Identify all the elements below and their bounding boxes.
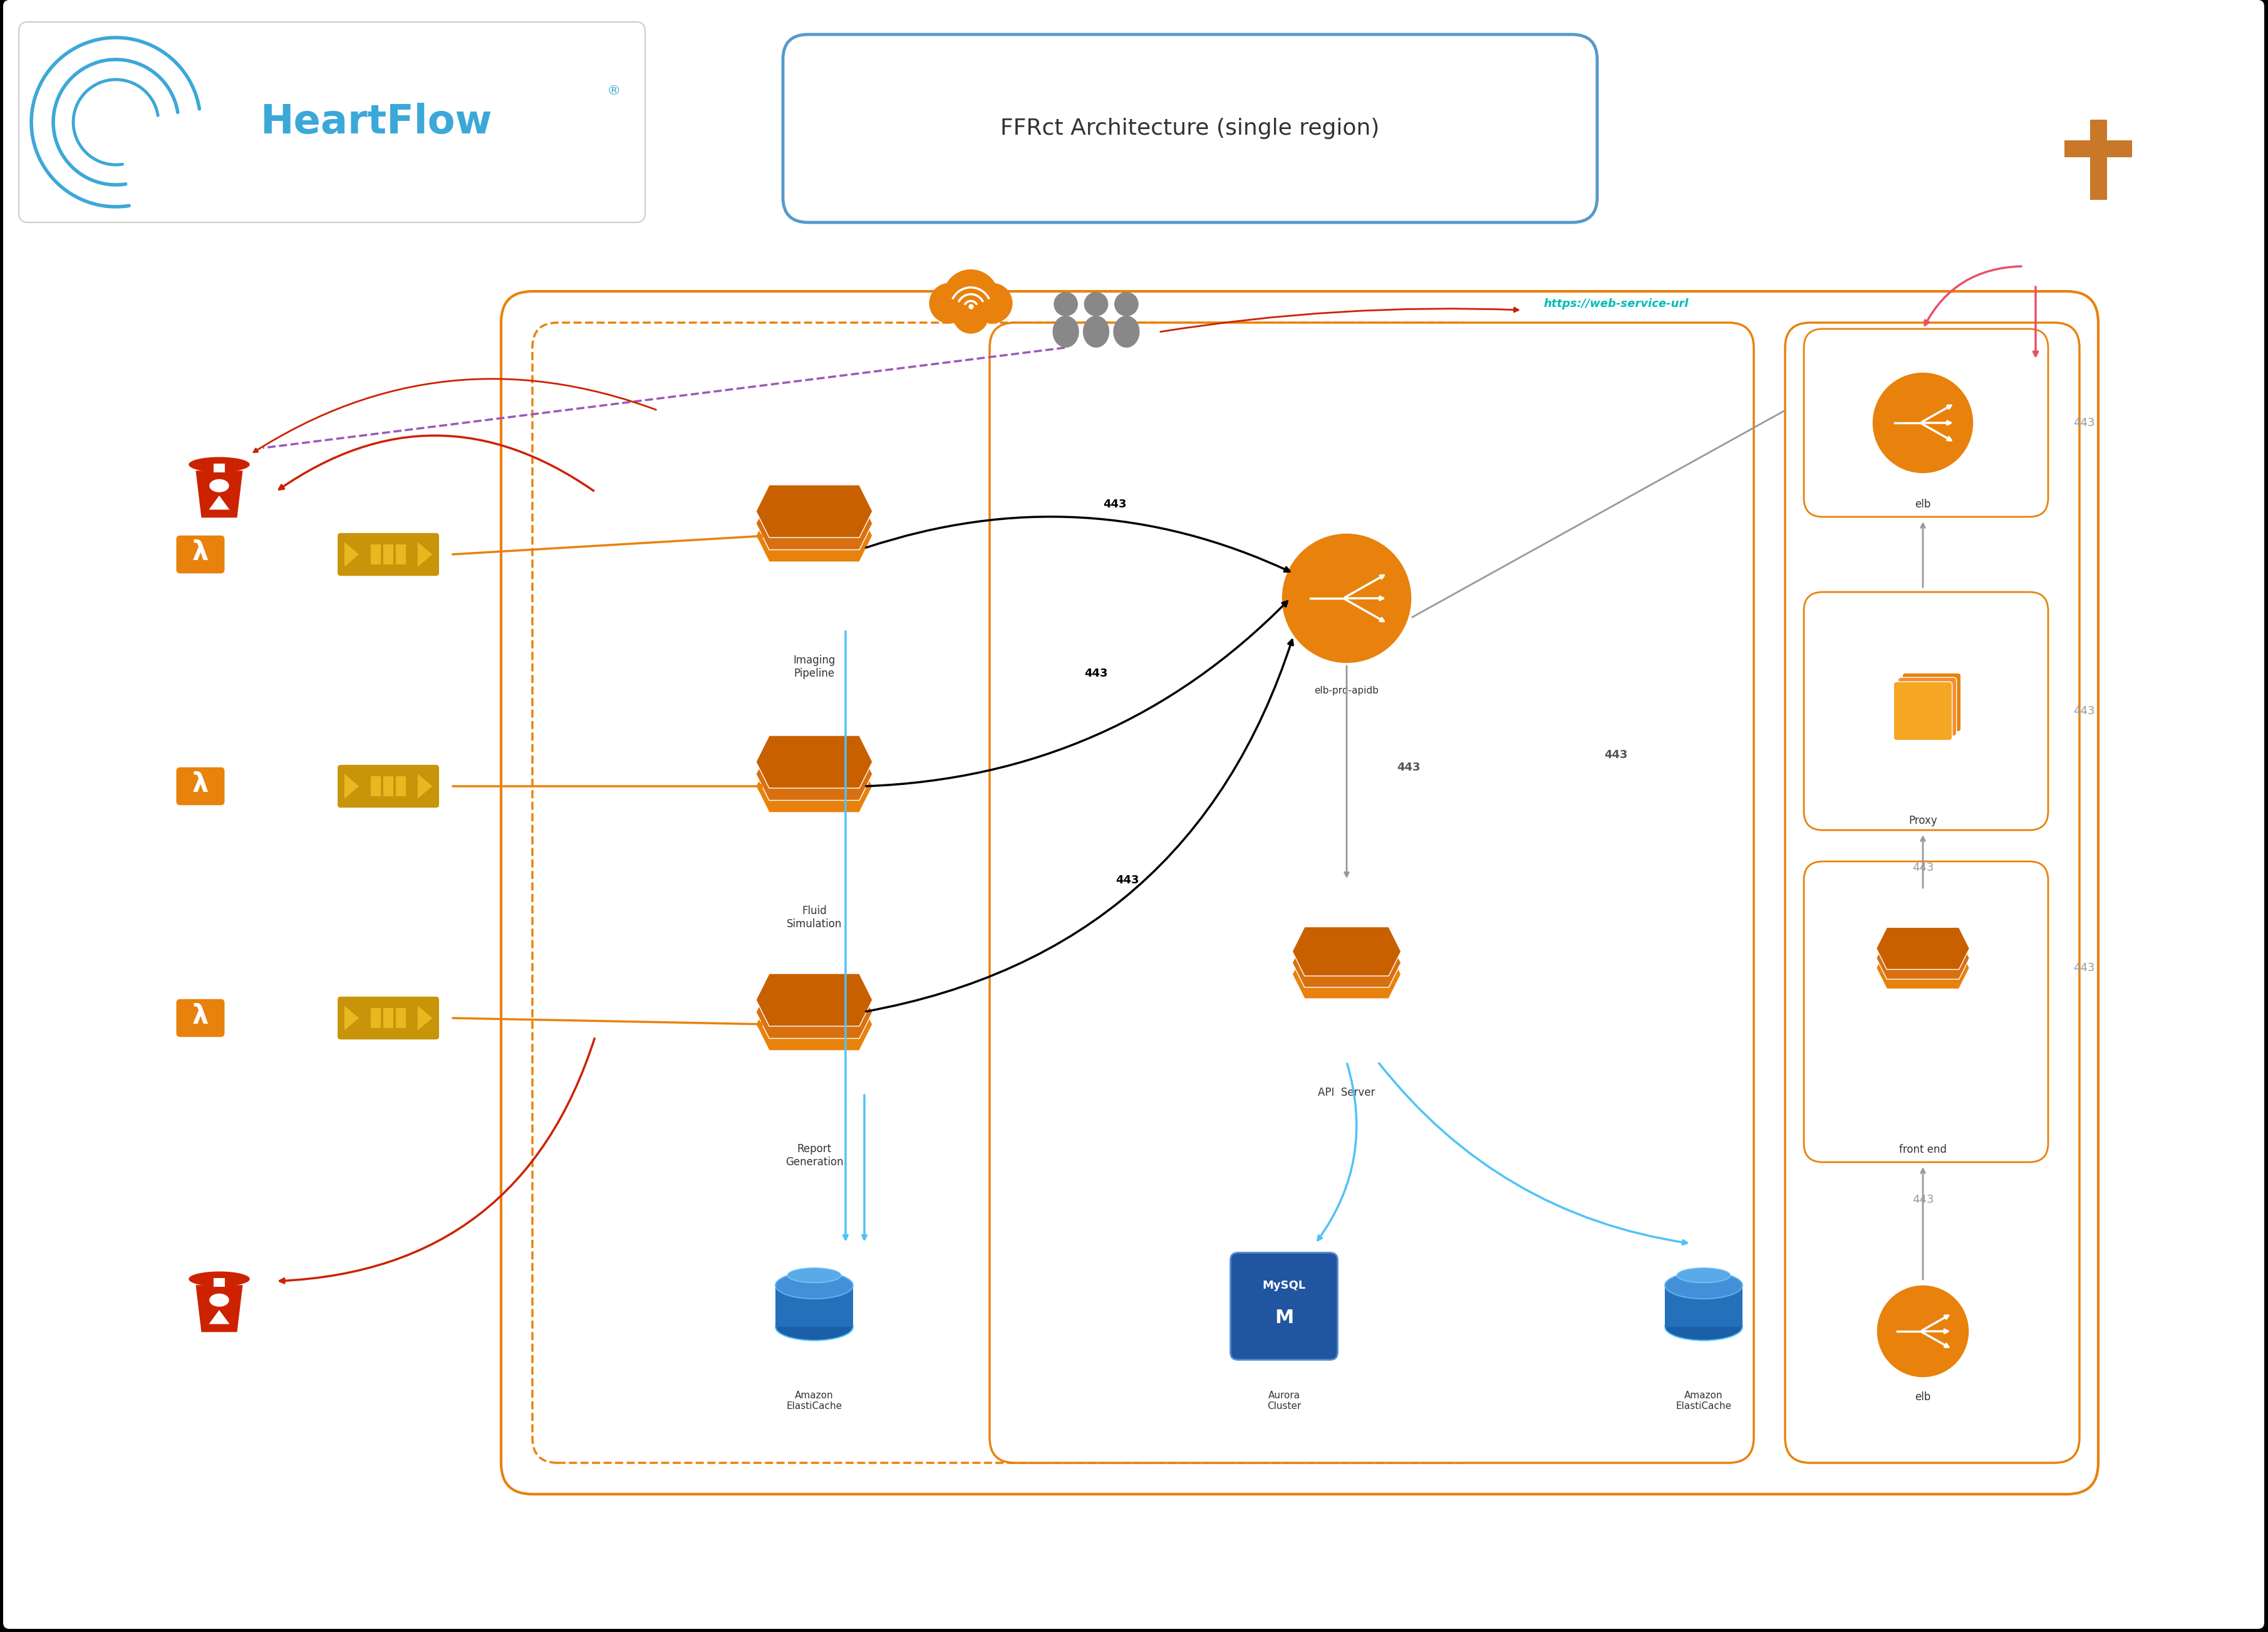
FancyBboxPatch shape <box>338 534 440 576</box>
Ellipse shape <box>1114 315 1139 348</box>
Polygon shape <box>755 999 873 1051</box>
Text: Imaging
Pipeline: Imaging Pipeline <box>794 654 835 679</box>
Text: 443: 443 <box>1397 762 1420 774</box>
Bar <box>383 1009 392 1028</box>
Text: HeartFlow: HeartFlow <box>261 103 492 142</box>
Text: 443: 443 <box>1912 1195 1935 1206</box>
FancyBboxPatch shape <box>177 535 225 573</box>
Text: 443: 443 <box>1102 499 1127 509</box>
Polygon shape <box>345 774 358 798</box>
Polygon shape <box>1876 937 1969 979</box>
FancyBboxPatch shape <box>338 765 440 808</box>
Bar <box>372 1009 381 1028</box>
Bar <box>1665 1286 1742 1327</box>
Circle shape <box>1114 292 1139 317</box>
Bar <box>395 545 406 565</box>
Text: 443: 443 <box>1912 862 1935 873</box>
Ellipse shape <box>1676 1268 1730 1283</box>
Ellipse shape <box>209 1294 229 1307</box>
Polygon shape <box>755 761 873 813</box>
Text: λ: λ <box>193 540 209 566</box>
Text: Proxy: Proxy <box>1910 814 1937 826</box>
Ellipse shape <box>1052 315 1080 348</box>
Ellipse shape <box>188 1271 249 1286</box>
Polygon shape <box>755 747 873 800</box>
Polygon shape <box>417 774 433 798</box>
Text: 443: 443 <box>2073 705 2096 716</box>
Circle shape <box>930 282 971 323</box>
FancyBboxPatch shape <box>1903 672 1962 731</box>
Polygon shape <box>1876 947 1969 989</box>
Polygon shape <box>755 974 873 1027</box>
Text: Amazon
ElastiCache: Amazon ElastiCache <box>787 1390 841 1412</box>
Circle shape <box>1871 372 1973 475</box>
Bar <box>213 1278 225 1286</box>
FancyBboxPatch shape <box>1803 592 2048 831</box>
Text: elb: elb <box>1914 499 1930 509</box>
Polygon shape <box>417 1005 433 1030</box>
Polygon shape <box>1293 938 1402 987</box>
Text: 443: 443 <box>1603 749 1628 761</box>
Bar <box>383 545 392 565</box>
Text: 443: 443 <box>2073 418 2096 429</box>
Polygon shape <box>1293 927 1402 976</box>
Text: front end: front end <box>1898 1144 1946 1155</box>
FancyBboxPatch shape <box>177 999 225 1036</box>
FancyBboxPatch shape <box>533 323 1486 1462</box>
Polygon shape <box>755 485 873 537</box>
Bar <box>776 1286 853 1327</box>
Polygon shape <box>209 1310 229 1324</box>
Ellipse shape <box>776 1314 853 1340</box>
FancyBboxPatch shape <box>1785 323 2080 1462</box>
Text: API  Server: API Server <box>1318 1087 1374 1098</box>
Polygon shape <box>755 498 873 550</box>
Ellipse shape <box>209 480 229 493</box>
Circle shape <box>1281 532 1413 664</box>
Polygon shape <box>209 496 229 509</box>
Ellipse shape <box>1665 1271 1742 1299</box>
FancyBboxPatch shape <box>18 21 644 222</box>
Ellipse shape <box>1082 315 1109 348</box>
Ellipse shape <box>776 1271 853 1299</box>
Bar <box>372 545 381 565</box>
Polygon shape <box>755 736 873 788</box>
Text: 443: 443 <box>1116 875 1139 886</box>
FancyBboxPatch shape <box>501 292 2098 1495</box>
FancyBboxPatch shape <box>782 34 1597 222</box>
Bar <box>395 1009 406 1028</box>
Bar <box>383 777 392 796</box>
Polygon shape <box>195 470 243 517</box>
Text: M: M <box>1275 1309 1293 1327</box>
Text: elb: elb <box>1914 1392 1930 1404</box>
Text: 443: 443 <box>1084 667 1107 679</box>
Text: Fluid
Simulation: Fluid Simulation <box>787 906 841 930</box>
Text: λ: λ <box>193 772 209 798</box>
Circle shape <box>943 269 998 326</box>
Circle shape <box>953 297 989 333</box>
Text: elb-prd-apidb: elb-prd-apidb <box>1315 685 1379 695</box>
Polygon shape <box>417 542 433 566</box>
Bar <box>395 777 406 796</box>
Circle shape <box>1055 292 1077 317</box>
Circle shape <box>1084 292 1109 317</box>
FancyBboxPatch shape <box>177 767 225 805</box>
Bar <box>213 463 225 472</box>
Text: FFRct Architecture (single region): FFRct Architecture (single region) <box>1000 118 1379 139</box>
Bar <box>2089 119 2107 199</box>
Text: Aurora
Cluster: Aurora Cluster <box>1268 1390 1302 1412</box>
Text: ®: ® <box>608 85 621 98</box>
Polygon shape <box>345 542 358 566</box>
FancyBboxPatch shape <box>1894 682 1953 741</box>
Ellipse shape <box>188 457 249 472</box>
Bar <box>372 777 381 796</box>
Bar <box>2064 140 2132 157</box>
Circle shape <box>1876 1284 1971 1379</box>
FancyBboxPatch shape <box>989 323 1753 1462</box>
FancyBboxPatch shape <box>1803 330 2048 517</box>
Ellipse shape <box>787 1268 841 1283</box>
Text: Report
Generation: Report Generation <box>785 1144 844 1167</box>
Polygon shape <box>345 1005 358 1030</box>
Polygon shape <box>755 509 873 561</box>
Text: Amazon
ElastiCache: Amazon ElastiCache <box>1676 1390 1730 1412</box>
